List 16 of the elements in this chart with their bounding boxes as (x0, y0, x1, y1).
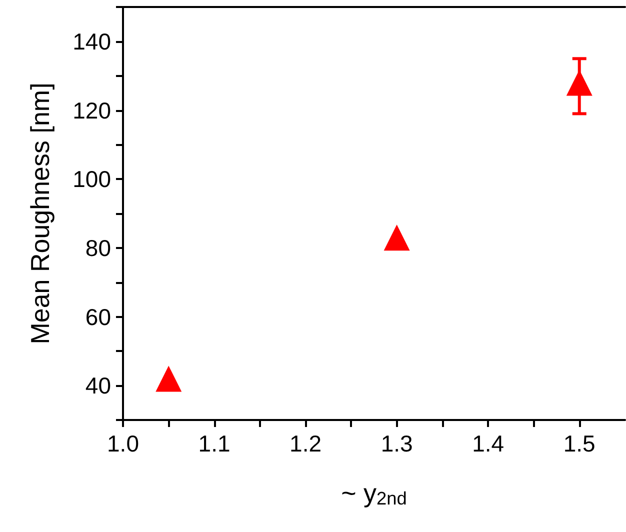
y-tick-label: 100 (72, 166, 111, 192)
y-tick-label: 80 (85, 234, 111, 261)
x-tick-label: 1.4 (472, 430, 504, 456)
point (156, 366, 182, 392)
y-tick-label: 140 (72, 28, 111, 54)
x-tick-label: 1.2 (290, 430, 322, 456)
x-tick-label: 1.5 (563, 430, 596, 456)
point (384, 224, 410, 251)
x-tick-label: 1.1 (198, 430, 230, 456)
y-tick-label: 40 (85, 372, 111, 399)
x-axis-title: ~ y2nd (341, 478, 407, 509)
x-tick-label: 1.0 (107, 430, 139, 456)
y-axis-title: Mean Roughness [nm] (25, 82, 55, 344)
x-tick-label: 1.3 (380, 430, 413, 456)
y-tick-label: 60 (85, 304, 111, 330)
y-tick-label: 120 (72, 97, 111, 124)
